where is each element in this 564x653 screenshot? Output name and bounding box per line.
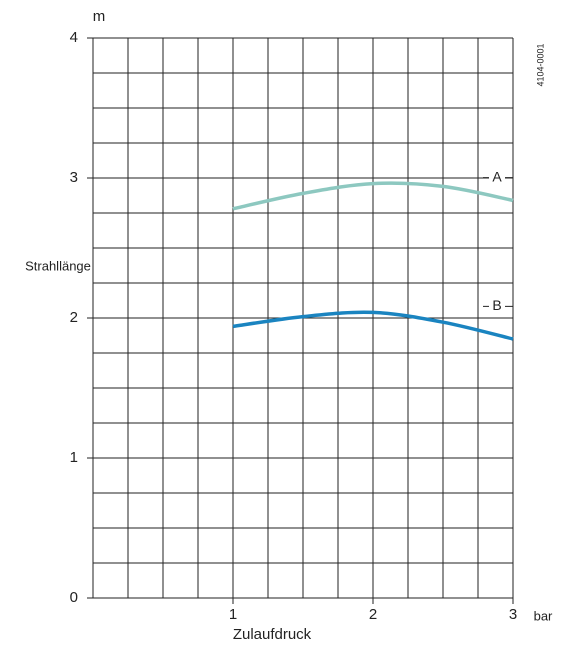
line: [232, 310, 514, 341]
x-tick-label: 2: [369, 606, 377, 623]
label-bg: [489, 168, 505, 187]
label-bg: [489, 297, 505, 316]
x-tick-label: 1: [229, 606, 237, 623]
y-tick-label: 3: [70, 169, 78, 186]
x-tick-label: 3: [509, 606, 517, 623]
y-tick-label: 4: [70, 29, 78, 46]
y-unit: m: [93, 8, 106, 25]
line: [232, 181, 514, 211]
y-tick-label: 1: [70, 449, 78, 466]
x-unit: bar: [534, 608, 553, 623]
x-axis-label: Zulaufdruck: [233, 626, 312, 643]
y-axis-label: Strahllänge: [25, 258, 91, 273]
y-tick-label: 2: [70, 309, 78, 326]
y-tick-label: 0: [70, 589, 78, 606]
series-label: A: [492, 168, 502, 184]
figure-code: 4104-0001: [535, 43, 545, 86]
series-label: B: [492, 297, 501, 313]
